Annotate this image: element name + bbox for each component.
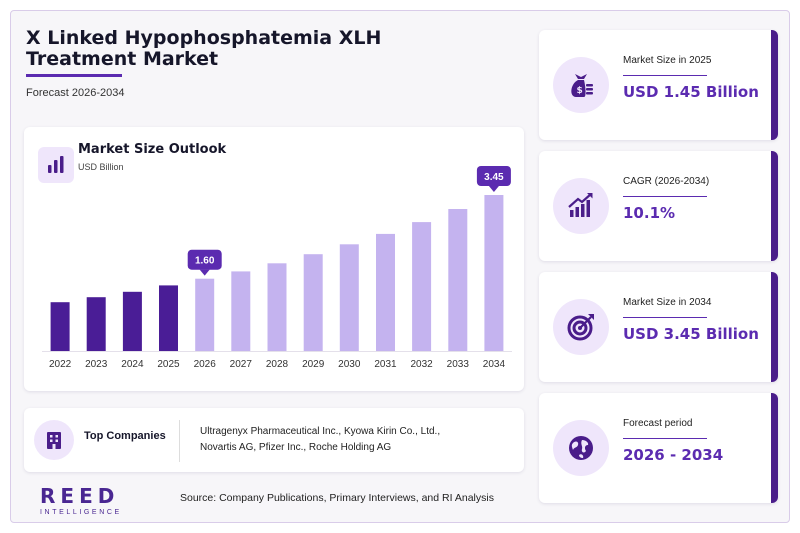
data-label-2034: 3.45	[476, 166, 511, 192]
bar-2029	[303, 254, 323, 351]
money-bag-icon: $	[553, 57, 609, 113]
companies-list: Ultragenyx Pharmaceutical Inc., Kyowa Ki…	[200, 424, 500, 456]
data-label-2026: 1.60	[187, 249, 222, 276]
svg-text:$: $	[577, 86, 583, 96]
chart-title: Market Size Outlook	[78, 142, 227, 157]
x-tick-label: 2023	[85, 359, 108, 370]
chart-unit: USD Billion	[78, 162, 124, 172]
bar-2030	[339, 244, 359, 351]
x-tick-label: 2030	[338, 359, 361, 370]
companies-list-line: Novartis AG, Pfizer Inc., Roche Holding …	[200, 442, 392, 453]
x-tick-label: 2034	[483, 359, 506, 370]
bar-2024	[122, 291, 142, 351]
stat-card-cagr: CAGR (2026-2034) 10.1%	[539, 151, 778, 261]
stat-value: USD 1.45 Billion	[623, 83, 759, 101]
x-tick-label: 2031	[374, 359, 397, 370]
divider	[179, 420, 180, 462]
companies-list-line: Ultragenyx Pharmaceutical Inc., Kyowa Ki…	[200, 426, 441, 437]
title-underline	[26, 74, 122, 77]
logo-main-text: REED	[40, 484, 120, 508]
bar-2022	[50, 302, 70, 351]
page-subtitle: Forecast 2026-2034	[26, 87, 125, 99]
data-label-text: 1.60	[195, 256, 215, 267]
stat-divider	[623, 438, 707, 439]
stat-card-market-2025: $ Market Size in 2025 USD 1.45 Billion	[539, 30, 778, 140]
bar-2025	[159, 285, 178, 351]
x-tick-label: 2033	[447, 359, 470, 370]
data-label-pointer	[488, 186, 499, 192]
stat-card-forecast-period: Forecast period 2026 - 2034	[539, 393, 778, 503]
x-tick-label: 2022	[49, 359, 72, 370]
x-tick-label: 2029	[302, 359, 325, 370]
reed-intelligence-logo: REED INTELLIGENCE	[40, 484, 122, 516]
bar-chart: 2022 2023 2024 2025 2026 2027 2028 2029 2030 2031…	[42, 166, 512, 370]
stat-label: Market Size in 2034	[623, 297, 712, 308]
target-icon	[553, 299, 609, 355]
growth-chart-icon	[553, 178, 609, 234]
data-label-text: 3.45	[484, 172, 504, 183]
stat-value: 2026 - 2034	[623, 446, 724, 464]
source-note: Source: Company Publications, Primary In…	[180, 492, 494, 504]
bar-2027	[231, 271, 251, 351]
bar-2031	[376, 233, 395, 351]
stat-divider	[623, 196, 707, 197]
stat-label: Market Size in 2025	[623, 55, 712, 66]
x-tick-label: 2026	[194, 359, 217, 370]
x-tick-label: 2027	[230, 359, 253, 370]
building-icon	[34, 420, 74, 460]
bar-2033	[448, 209, 468, 351]
stat-label: CAGR (2026-2034)	[623, 176, 710, 187]
top-companies-label: Top Companies	[84, 430, 166, 442]
data-label-pointer	[199, 269, 210, 276]
x-tick-label: 2024	[121, 359, 144, 370]
market-size-chart-card: Market Size Outlook USD Billion 2022 2023…	[24, 127, 524, 391]
data-label-box	[187, 249, 222, 270]
top-companies-card: Top Companies Ultragenyx Pharmaceutical …	[24, 408, 524, 472]
bar-2023	[86, 297, 106, 351]
stat-value: USD 3.45 Billion	[623, 325, 759, 343]
stat-divider	[623, 75, 707, 76]
bar-chart-icon	[38, 147, 74, 183]
bar-2028	[267, 263, 287, 351]
bar-2032	[412, 222, 432, 351]
bar-2026	[195, 278, 215, 351]
stat-value: 10.1%	[623, 204, 676, 222]
globe-icon	[553, 420, 609, 476]
logo-sub-text: INTELLIGENCE	[40, 509, 122, 516]
x-tick-label: 2032	[410, 359, 433, 370]
stat-label: Forecast period	[623, 418, 693, 429]
stat-divider	[623, 317, 707, 318]
x-tick-label: 2028	[266, 359, 289, 370]
data-label-box	[476, 166, 511, 186]
bar-2034	[484, 195, 504, 351]
x-tick-label: 2025	[157, 359, 180, 370]
stat-card-market-2034: Market Size in 2034 USD 3.45 Billion	[539, 272, 778, 382]
page-title: X Linked Hypophosphatemia XLH Treatment …	[26, 27, 382, 70]
